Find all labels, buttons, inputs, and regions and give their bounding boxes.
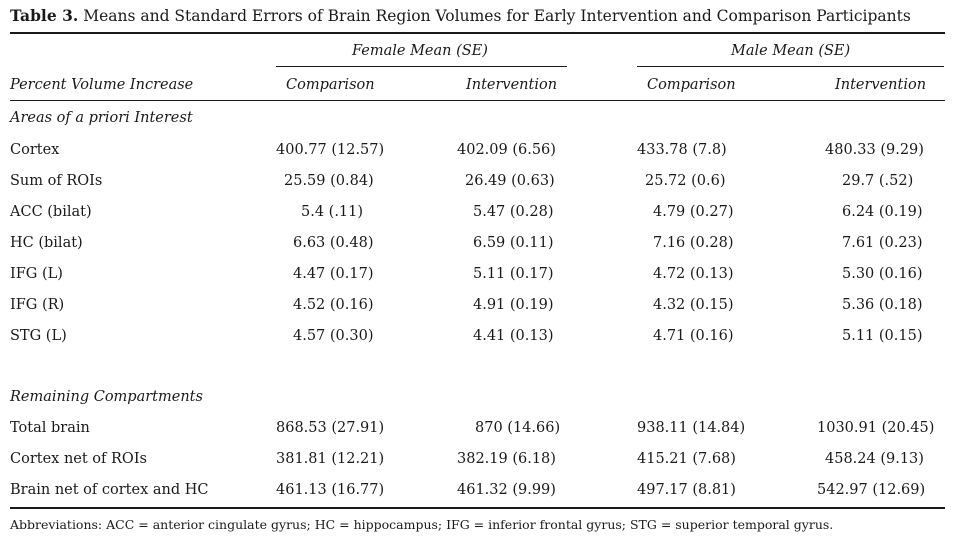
value-cell: 5.11 (0.15) xyxy=(842,328,923,344)
col-header-female-intervention: Intervention xyxy=(466,77,558,93)
table-caption-label: Table 3. xyxy=(10,6,79,25)
value-cell: 5.47 (0.28) xyxy=(473,204,554,220)
value-cell: 938.11 (14.84) xyxy=(637,420,746,436)
value-cell: 5.4 (.11) xyxy=(301,204,364,220)
value-cell: 415.21 (7.68) xyxy=(637,451,736,467)
section-title: Areas of a priori Interest xyxy=(10,110,193,126)
value-cell: 7.61 (0.23) xyxy=(842,235,923,251)
value-cell: 4.41 (0.13) xyxy=(473,328,554,344)
row-label-header: Percent Volume Increase xyxy=(10,77,194,93)
col-header-female-comparison: Comparison xyxy=(286,77,375,93)
value-cell: 5.36 (0.18) xyxy=(842,297,923,313)
row-label: Sum of ROIs xyxy=(10,173,103,189)
row-label: IFG (L) xyxy=(10,266,63,282)
row-label: Total brain xyxy=(10,420,90,436)
value-cell: 4.79 (0.27) xyxy=(653,204,734,220)
value-cell: 29.7 (.52) xyxy=(842,173,914,189)
value-cell: 4.71 (0.16) xyxy=(653,328,734,344)
value-cell: 868.53 (27.91) xyxy=(276,420,385,436)
value-cell: 26.49 (0.63) xyxy=(465,173,555,189)
col-header-male-comparison: Comparison xyxy=(647,77,736,93)
value-cell: 25.72 (0.6) xyxy=(645,173,726,189)
value-cell: 1030.91 (20.45) xyxy=(817,420,935,436)
value-cell: 4.91 (0.19) xyxy=(473,297,554,313)
value-cell: 402.09 (6.56) xyxy=(457,142,556,158)
row-label: ACC (bilat) xyxy=(10,204,92,220)
value-cell: 400.77 (12.57) xyxy=(276,142,385,158)
value-cell: 458.24 (9.13) xyxy=(825,451,924,467)
male-group-rule xyxy=(637,66,944,67)
row-label: HC (bilat) xyxy=(10,235,83,251)
value-cell: 382.19 (6.18) xyxy=(457,451,556,467)
value-cell: 461.13 (16.77) xyxy=(276,482,385,498)
value-cell: 4.72 (0.13) xyxy=(653,266,734,282)
table-footnote: Abbreviations: ACC = anterior cingulate … xyxy=(10,517,834,532)
male-group-header: Male Mean (SE) xyxy=(731,43,851,59)
table-caption: Table 3. Means and Standard Errors of Br… xyxy=(10,6,911,25)
value-cell: 870 (14.66) xyxy=(475,420,561,436)
row-label: STG (L) xyxy=(10,328,67,344)
row-label: IFG (R) xyxy=(10,297,65,313)
value-cell: 381.81 (12.21) xyxy=(276,451,385,467)
row-label: Cortex net of ROIs xyxy=(10,451,147,467)
top-rule xyxy=(10,32,945,34)
value-cell: 480.33 (9.29) xyxy=(825,142,924,158)
value-cell: 542.97 (12.69) xyxy=(817,482,926,498)
col-header-male-intervention: Intervention xyxy=(835,77,927,93)
section-title: Remaining Compartments xyxy=(10,389,203,405)
bottom-rule xyxy=(10,507,945,509)
value-cell: 5.30 (0.16) xyxy=(842,266,923,282)
value-cell: 7.16 (0.28) xyxy=(653,235,734,251)
value-cell: 6.24 (0.19) xyxy=(842,204,923,220)
value-cell: 433.78 (7.8) xyxy=(637,142,727,158)
row-label: Brain net of cortex and HC xyxy=(10,482,209,498)
female-group-header: Female Mean (SE) xyxy=(352,43,488,59)
value-cell: 6.59 (0.11) xyxy=(473,235,554,251)
value-cell: 5.11 (0.17) xyxy=(473,266,554,282)
female-group-rule xyxy=(276,66,567,67)
value-cell: 461.32 (9.99) xyxy=(457,482,556,498)
value-cell: 4.32 (0.15) xyxy=(653,297,734,313)
value-cell: 4.47 (0.17) xyxy=(293,266,374,282)
value-cell: 25.59 (0.84) xyxy=(284,173,374,189)
value-cell: 497.17 (8.81) xyxy=(637,482,736,498)
row-label: Cortex xyxy=(10,142,60,158)
header-rule xyxy=(10,100,945,101)
value-cell: 4.52 (0.16) xyxy=(293,297,374,313)
value-cell: 6.63 (0.48) xyxy=(293,235,374,251)
value-cell: 4.57 (0.30) xyxy=(293,328,374,344)
table-caption-text: Means and Standard Errors of Brain Regio… xyxy=(83,7,911,25)
